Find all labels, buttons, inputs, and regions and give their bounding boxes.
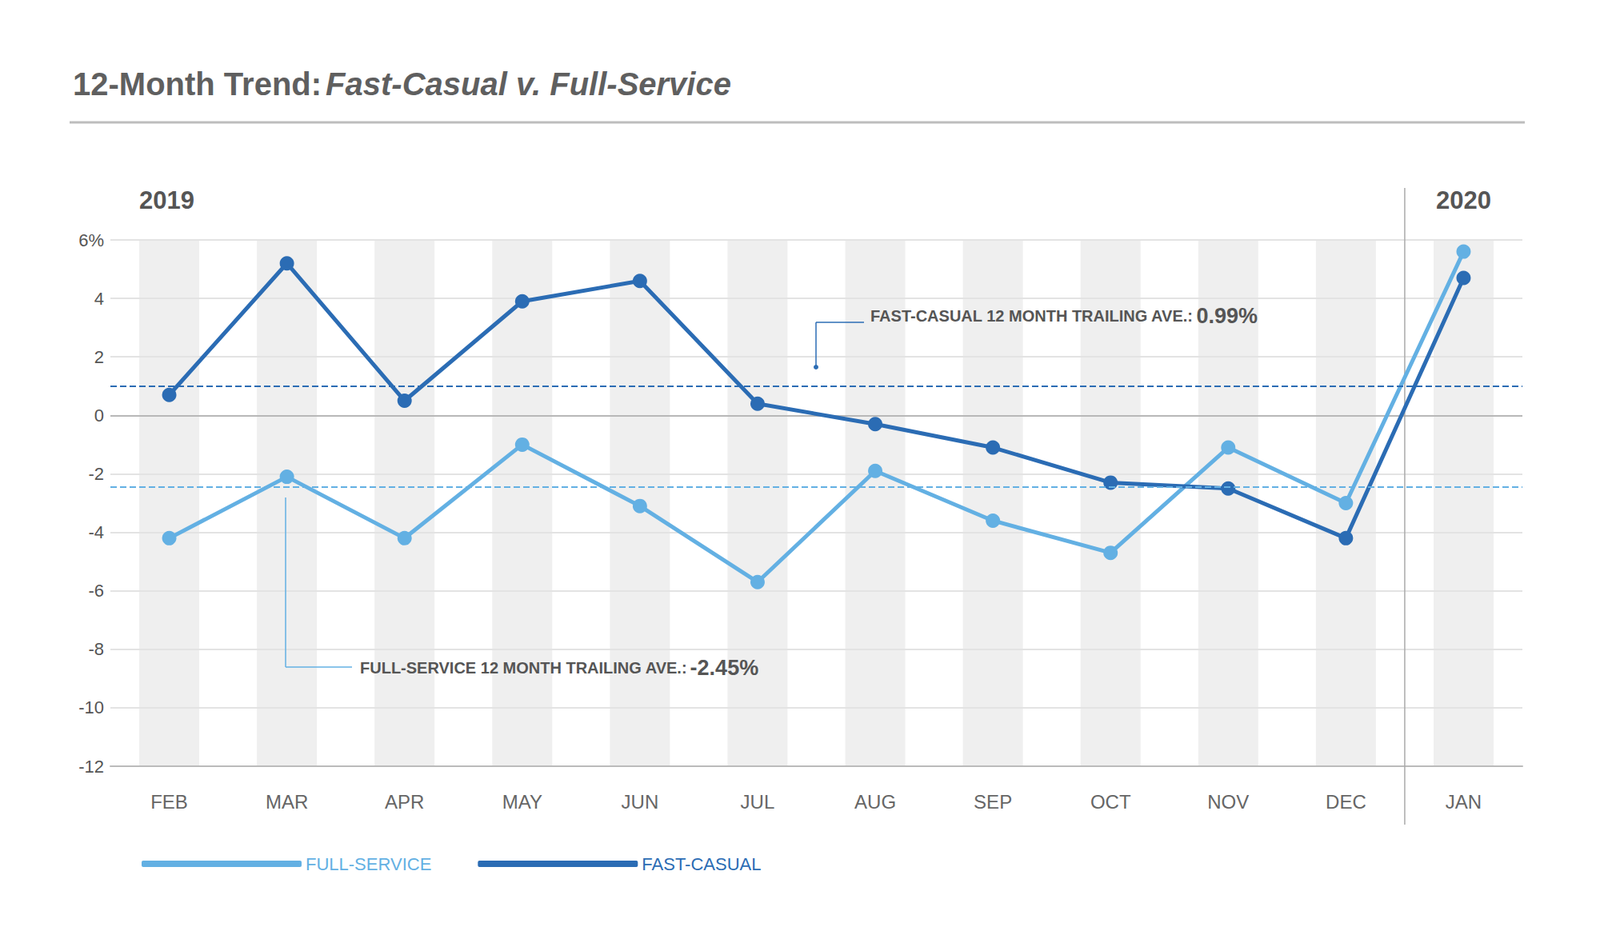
- svg-text:NOV: NOV: [1207, 791, 1249, 813]
- svg-text:4: 4: [94, 288, 104, 309]
- svg-text:MAY: MAY: [502, 791, 543, 813]
- svg-text:SEP: SEP: [973, 791, 1012, 813]
- svg-text:2020: 2020: [1436, 186, 1492, 215]
- svg-text:-4: -4: [88, 522, 104, 543]
- svg-text:0.99%: 0.99%: [1196, 304, 1258, 328]
- svg-text:JUN: JUN: [621, 791, 660, 813]
- svg-text:12-Month Trend:: 12-Month Trend:: [72, 66, 322, 102]
- svg-text:OCT: OCT: [1090, 791, 1132, 813]
- svg-text:AUG: AUG: [854, 791, 896, 813]
- svg-text:FEB: FEB: [150, 791, 188, 813]
- svg-text:FULL-SERVICE: FULL-SERVICE: [305, 854, 432, 875]
- svg-text:FAST-CASUAL 12 MONTH TRAILING: FAST-CASUAL 12 MONTH TRAILING AVE.:: [870, 307, 1193, 325]
- svg-text:2019: 2019: [139, 186, 195, 215]
- svg-text:0: 0: [94, 405, 104, 426]
- svg-text:-12: -12: [78, 756, 104, 777]
- svg-text:-2: -2: [88, 464, 104, 484]
- svg-text:FAST-CASUAL: FAST-CASUAL: [641, 854, 761, 875]
- svg-text:-10: -10: [78, 697, 104, 718]
- svg-text:-2.45%: -2.45%: [690, 656, 760, 680]
- svg-text:-6: -6: [88, 580, 104, 601]
- svg-text:Fast-Casual v. Full-Service: Fast-Casual v. Full-Service: [325, 66, 732, 102]
- svg-text:MAR: MAR: [265, 791, 308, 813]
- svg-text:JAN: JAN: [1445, 791, 1482, 813]
- svg-text:2: 2: [94, 347, 104, 368]
- svg-text:JUL: JUL: [740, 791, 776, 813]
- svg-text:APR: APR: [384, 791, 424, 813]
- svg-text:DEC: DEC: [1325, 791, 1367, 813]
- svg-text:FULL-SERVICE 12 MONTH TRAILING: FULL-SERVICE 12 MONTH TRAILING AVE.:: [360, 659, 688, 677]
- svg-text:-8: -8: [88, 639, 104, 660]
- svg-text:6%: 6%: [78, 230, 104, 251]
